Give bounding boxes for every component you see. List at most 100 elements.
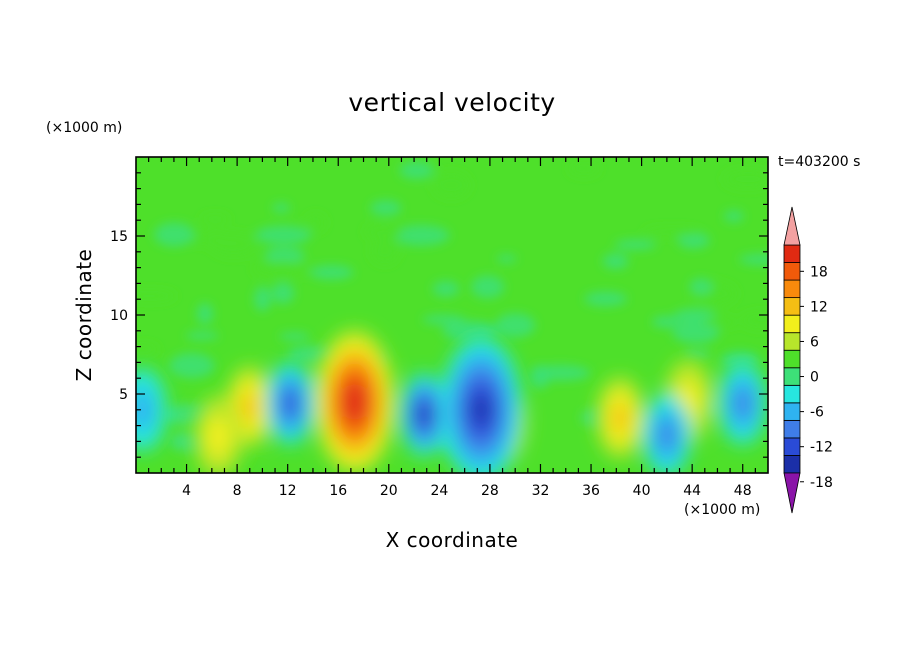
x-tick-label: 12	[279, 483, 297, 499]
field-texture-patch	[154, 222, 195, 247]
field-texture-patch	[471, 275, 505, 299]
field-texture-patch	[169, 352, 215, 379]
colorbar-box	[783, 262, 801, 281]
field-texture-patch	[672, 321, 720, 344]
field-texture-patch	[702, 317, 739, 327]
y-axis-label: Z coordinate	[72, 248, 96, 382]
colorbar-box	[783, 402, 801, 421]
field-feature-contour	[658, 421, 675, 449]
field-texture-patch	[136, 344, 159, 354]
field-texture-patch	[433, 172, 470, 198]
field-texture-patch	[399, 161, 434, 180]
field-texture-patch	[644, 227, 701, 236]
field-texture-patch	[306, 214, 326, 232]
field-texture-patch	[264, 247, 305, 264]
colorbar-tick-label: -12	[810, 440, 833, 456]
field-texture-patch	[602, 253, 629, 270]
x-tick-label: 40	[633, 483, 651, 499]
field-feature-contour	[284, 393, 297, 414]
colorbar-box	[783, 314, 801, 334]
colorbar-box	[783, 332, 801, 351]
time-label: t=403200 s	[778, 154, 861, 170]
colorbar-box	[783, 349, 801, 369]
field-texture-patch	[254, 286, 271, 312]
x-tick-label: 44	[683, 483, 701, 499]
field-texture-patch	[495, 313, 536, 338]
colorbar: 18 12 6 0 -6 -12 -18	[783, 206, 833, 514]
x-tick-label: 36	[582, 483, 600, 499]
field-texture-patch	[196, 302, 214, 325]
field-texture-patch	[739, 253, 768, 265]
x-tick-label: 24	[430, 483, 448, 499]
field-texture-patch	[723, 169, 768, 189]
field-texture-patch	[720, 351, 759, 368]
field-texture-patch	[185, 331, 219, 340]
x-tick-label: 32	[532, 483, 550, 499]
x-tick-label: 48	[734, 483, 752, 499]
field-texture-patch	[496, 254, 517, 263]
field-texture-patch	[652, 315, 680, 329]
colorbar-box	[783, 437, 801, 456]
field-texture-patch	[530, 364, 550, 389]
colorbar-box	[783, 297, 801, 316]
x-tick-label: 4	[182, 483, 191, 499]
field-texture-patch	[309, 265, 354, 280]
colorbar-tick-label: 6	[810, 334, 819, 350]
field-texture-patch	[689, 278, 713, 295]
field-feature-contour	[734, 389, 751, 418]
field-texture-patch	[136, 290, 176, 302]
colorbar-tick-label: -6	[810, 405, 824, 421]
field-texture-patch	[584, 291, 628, 307]
chart-title: vertical velocity	[348, 88, 556, 117]
colorbar-tick-label: 0	[810, 370, 819, 386]
field-texture-patch	[191, 233, 250, 247]
y-tick-label: 15	[110, 229, 128, 245]
colorbar-box	[783, 367, 801, 386]
field-texture-patch	[370, 238, 399, 264]
field-texture-patch	[392, 224, 450, 246]
x-tick-label: 8	[233, 483, 242, 499]
heatmap-field	[136, 157, 768, 473]
x-tick-label: 16	[329, 483, 347, 499]
field-feature-contour	[419, 406, 429, 423]
field-texture-patch	[741, 312, 768, 329]
field-texture-patch	[201, 214, 229, 224]
field-feature-contour	[348, 391, 361, 413]
field-texture-patch	[432, 280, 460, 297]
colorbar-box	[783, 455, 801, 474]
colorbar-box	[783, 279, 801, 299]
field-features	[136, 329, 767, 473]
field-texture-patch	[677, 232, 710, 249]
field-texture-patch	[271, 282, 295, 304]
field-feature-contour	[472, 395, 490, 425]
y-axis-unit: (×1000 m)	[46, 120, 123, 136]
field-texture-patch	[272, 203, 291, 213]
field-texture-patch	[568, 161, 600, 176]
field-feature-contour	[206, 416, 231, 458]
y-tick-label: 10	[110, 308, 128, 324]
field-texture-patch	[279, 332, 310, 341]
x-axis-label: X coordinate	[385, 528, 519, 552]
colorbar-tick-label: -18	[810, 475, 833, 491]
field-texture-patch	[684, 349, 711, 359]
field-texture-patch	[255, 225, 312, 245]
colorbar-tick-label: 12	[810, 299, 828, 315]
colorbar-over-triangle	[783, 206, 801, 246]
field-texture-patch	[370, 200, 402, 216]
field-texture-patch	[723, 210, 744, 223]
field-texture-patch	[614, 239, 657, 250]
colorbar-box	[783, 244, 801, 263]
field-feature-contour	[136, 389, 155, 431]
field-feature-contour	[241, 392, 258, 421]
y-tick-label: 5	[119, 387, 128, 403]
field-texture-patch	[442, 320, 498, 341]
colorbar-tick-label: 18	[810, 264, 828, 280]
field-texture-patch	[422, 314, 466, 325]
field-feature-contour	[612, 404, 629, 432]
x-axis-unit: (×1000 m)	[684, 502, 761, 518]
field-texture-patch	[364, 223, 403, 240]
colorbar-box	[783, 419, 801, 439]
colorbar-under-triangle	[783, 472, 801, 514]
